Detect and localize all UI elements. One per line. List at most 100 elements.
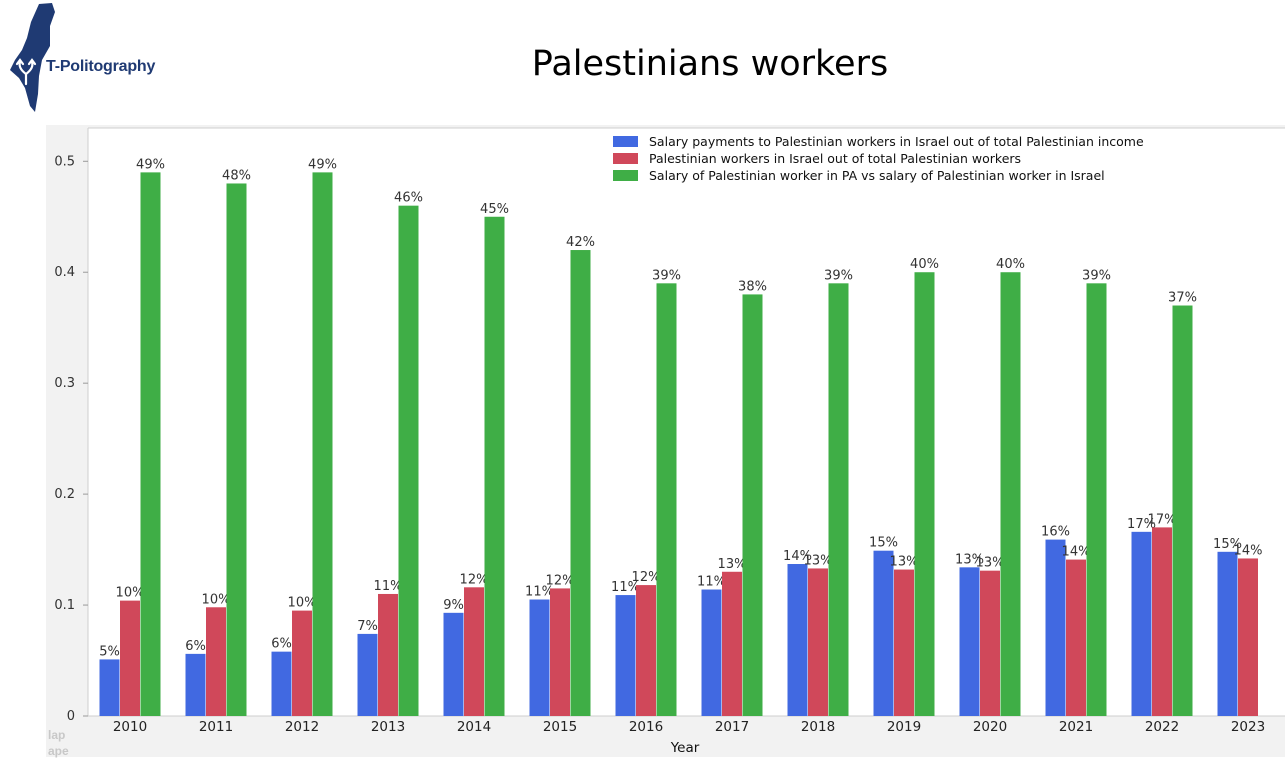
bar-series-1 xyxy=(185,653,206,716)
data-label: 49% xyxy=(308,157,337,172)
y-tick-label: 0.3 xyxy=(54,376,75,391)
bar-series-3 xyxy=(570,250,591,717)
legend-swatch-green xyxy=(613,170,638,181)
data-label: 11% xyxy=(374,579,403,594)
legend-label: Salary payments to Palestinian workers i… xyxy=(649,134,1144,149)
data-label: 10% xyxy=(116,586,145,601)
bar-series-3 xyxy=(398,205,419,716)
data-label: 16% xyxy=(1041,525,1070,540)
bar-series-3 xyxy=(140,172,161,716)
data-label: 12% xyxy=(546,573,575,588)
x-tick-label: 2019 xyxy=(887,719,921,735)
data-label: 14% xyxy=(783,549,812,564)
data-label: 11% xyxy=(697,575,726,590)
y-tick-label: 0.1 xyxy=(54,598,75,613)
x-tick-label: 2014 xyxy=(457,719,491,735)
bar-series-3 xyxy=(484,216,505,717)
bar-series-2 xyxy=(292,610,312,716)
data-label: 14% xyxy=(1062,545,1091,560)
y-tick-label: 0.2 xyxy=(54,487,75,502)
bar-series-2 xyxy=(1066,559,1086,716)
data-label: 40% xyxy=(910,257,939,272)
data-label: 12% xyxy=(460,572,489,587)
bar-series-2 xyxy=(722,571,742,716)
data-label: 7% xyxy=(357,619,378,634)
legend-swatch-blue xyxy=(613,136,638,147)
page-title: Palestinians workers xyxy=(531,44,889,84)
legend-item: Palestinian workers in Israel out of tot… xyxy=(613,150,1144,167)
bar-series-3 xyxy=(1000,272,1021,716)
bar-series-3 xyxy=(828,283,849,716)
data-label: 13% xyxy=(804,553,833,568)
data-label: 12% xyxy=(632,570,661,585)
bar-series-1 xyxy=(443,612,464,716)
data-label: 17% xyxy=(1127,517,1156,532)
bar-series-2 xyxy=(378,593,398,716)
bar-series-1 xyxy=(873,550,894,716)
bar-series-3 xyxy=(742,294,763,716)
x-tick-label: 2016 xyxy=(629,719,663,735)
data-label: 46% xyxy=(394,191,423,206)
data-label: 13% xyxy=(955,552,984,567)
x-tick-label: 2017 xyxy=(715,719,749,735)
panel-ghost-text: lap xyxy=(48,728,66,742)
bar-series-1 xyxy=(529,599,550,716)
data-label: 15% xyxy=(869,536,898,551)
legend-swatch-red xyxy=(613,153,638,164)
data-label: 13% xyxy=(890,555,919,570)
legend-item: Salary payments to Palestinian workers i… xyxy=(613,133,1144,150)
data-label: 38% xyxy=(738,279,767,294)
x-tick-label: 2013 xyxy=(371,719,405,735)
bar-series-2 xyxy=(120,600,140,716)
data-label: 5% xyxy=(99,644,120,659)
data-label: 17% xyxy=(1148,512,1177,527)
bar-series-1 xyxy=(787,564,808,716)
bar-series-3 xyxy=(1086,283,1107,716)
data-label: 10% xyxy=(288,596,317,611)
x-tick-label: 2020 xyxy=(973,719,1007,735)
bar-series-1 xyxy=(357,633,378,716)
data-label: 11% xyxy=(525,585,554,600)
data-label: 15% xyxy=(1213,537,1242,552)
data-label: 6% xyxy=(185,639,206,654)
data-label: 39% xyxy=(1082,268,1111,283)
y-tick-label: 0.5 xyxy=(54,154,75,169)
legend-label: Palestinian workers in Israel out of tot… xyxy=(649,151,1022,166)
y-tick-label: 0.4 xyxy=(54,265,75,280)
data-label: 13% xyxy=(718,557,747,572)
bar-series-2 xyxy=(550,588,570,716)
data-label: 11% xyxy=(611,580,640,595)
bar-series-1 xyxy=(271,651,292,716)
x-tick-label: 2010 xyxy=(113,719,147,735)
panel-ghost-text: ape xyxy=(48,744,69,758)
x-tick-label: 2015 xyxy=(543,719,577,735)
logo-israel-map-icon xyxy=(10,3,55,112)
data-label: 9% xyxy=(443,598,464,613)
legend-label: Salary of Palestinian worker in PA vs sa… xyxy=(649,168,1105,183)
x-tick-label: 2022 xyxy=(1145,719,1179,735)
israel-map-silhouette xyxy=(10,3,55,112)
data-label: 14% xyxy=(1234,543,1263,558)
fork-symbol-icon xyxy=(15,58,37,86)
bar-series-3 xyxy=(312,172,333,716)
data-label: 48% xyxy=(222,168,251,183)
bar-series-2 xyxy=(808,568,828,716)
bar-series-2 xyxy=(636,585,656,716)
chart-legend: Salary payments to Palestinian workers i… xyxy=(613,133,1144,184)
data-label: 49% xyxy=(136,157,165,172)
x-axis-label: Year xyxy=(670,740,700,756)
x-tick-label: 2012 xyxy=(285,719,319,735)
bar-series-2 xyxy=(894,569,914,716)
bar-series-1 xyxy=(615,595,636,716)
data-label: 39% xyxy=(652,268,681,283)
x-tick-label: 2018 xyxy=(801,719,835,735)
legend-item: Salary of Palestinian worker in PA vs sa… xyxy=(613,167,1144,184)
bar-series-2 xyxy=(464,587,484,716)
bar-series-3 xyxy=(1172,305,1193,716)
logo-text: T-Politography xyxy=(46,58,156,75)
data-label: 45% xyxy=(480,202,509,217)
bar-series-1 xyxy=(701,589,722,716)
bar-series-2 xyxy=(980,570,1000,716)
bar-series-2 xyxy=(1238,558,1258,716)
